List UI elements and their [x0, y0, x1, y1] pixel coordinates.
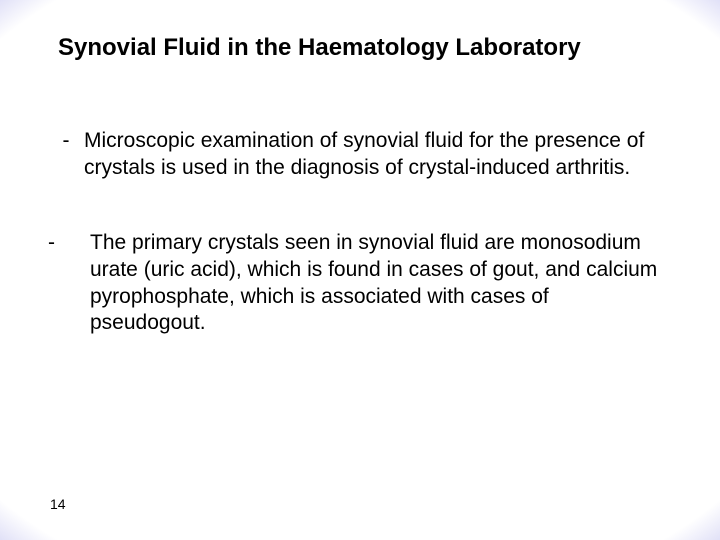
bullet-list: - Microscopic examination of synovial fl… — [48, 128, 672, 337]
slide: Synovial Fluid in the Haematology Labora… — [0, 0, 720, 540]
slide-content: Synovial Fluid in the Haematology Labora… — [20, 20, 700, 520]
bullet-text: Microscopic examination of synovial flui… — [84, 128, 672, 182]
bullet-marker: - — [48, 230, 66, 338]
bullet-marker: - — [48, 128, 84, 182]
page-number: 14 — [50, 496, 66, 512]
list-item: - The primary crystals seen in synovial … — [48, 230, 672, 338]
slide-title: Synovial Fluid in the Haematology Labora… — [58, 34, 672, 62]
list-item: - Microscopic examination of synovial fl… — [48, 128, 672, 182]
bullet-text: The primary crystals seen in synovial fl… — [66, 230, 672, 338]
